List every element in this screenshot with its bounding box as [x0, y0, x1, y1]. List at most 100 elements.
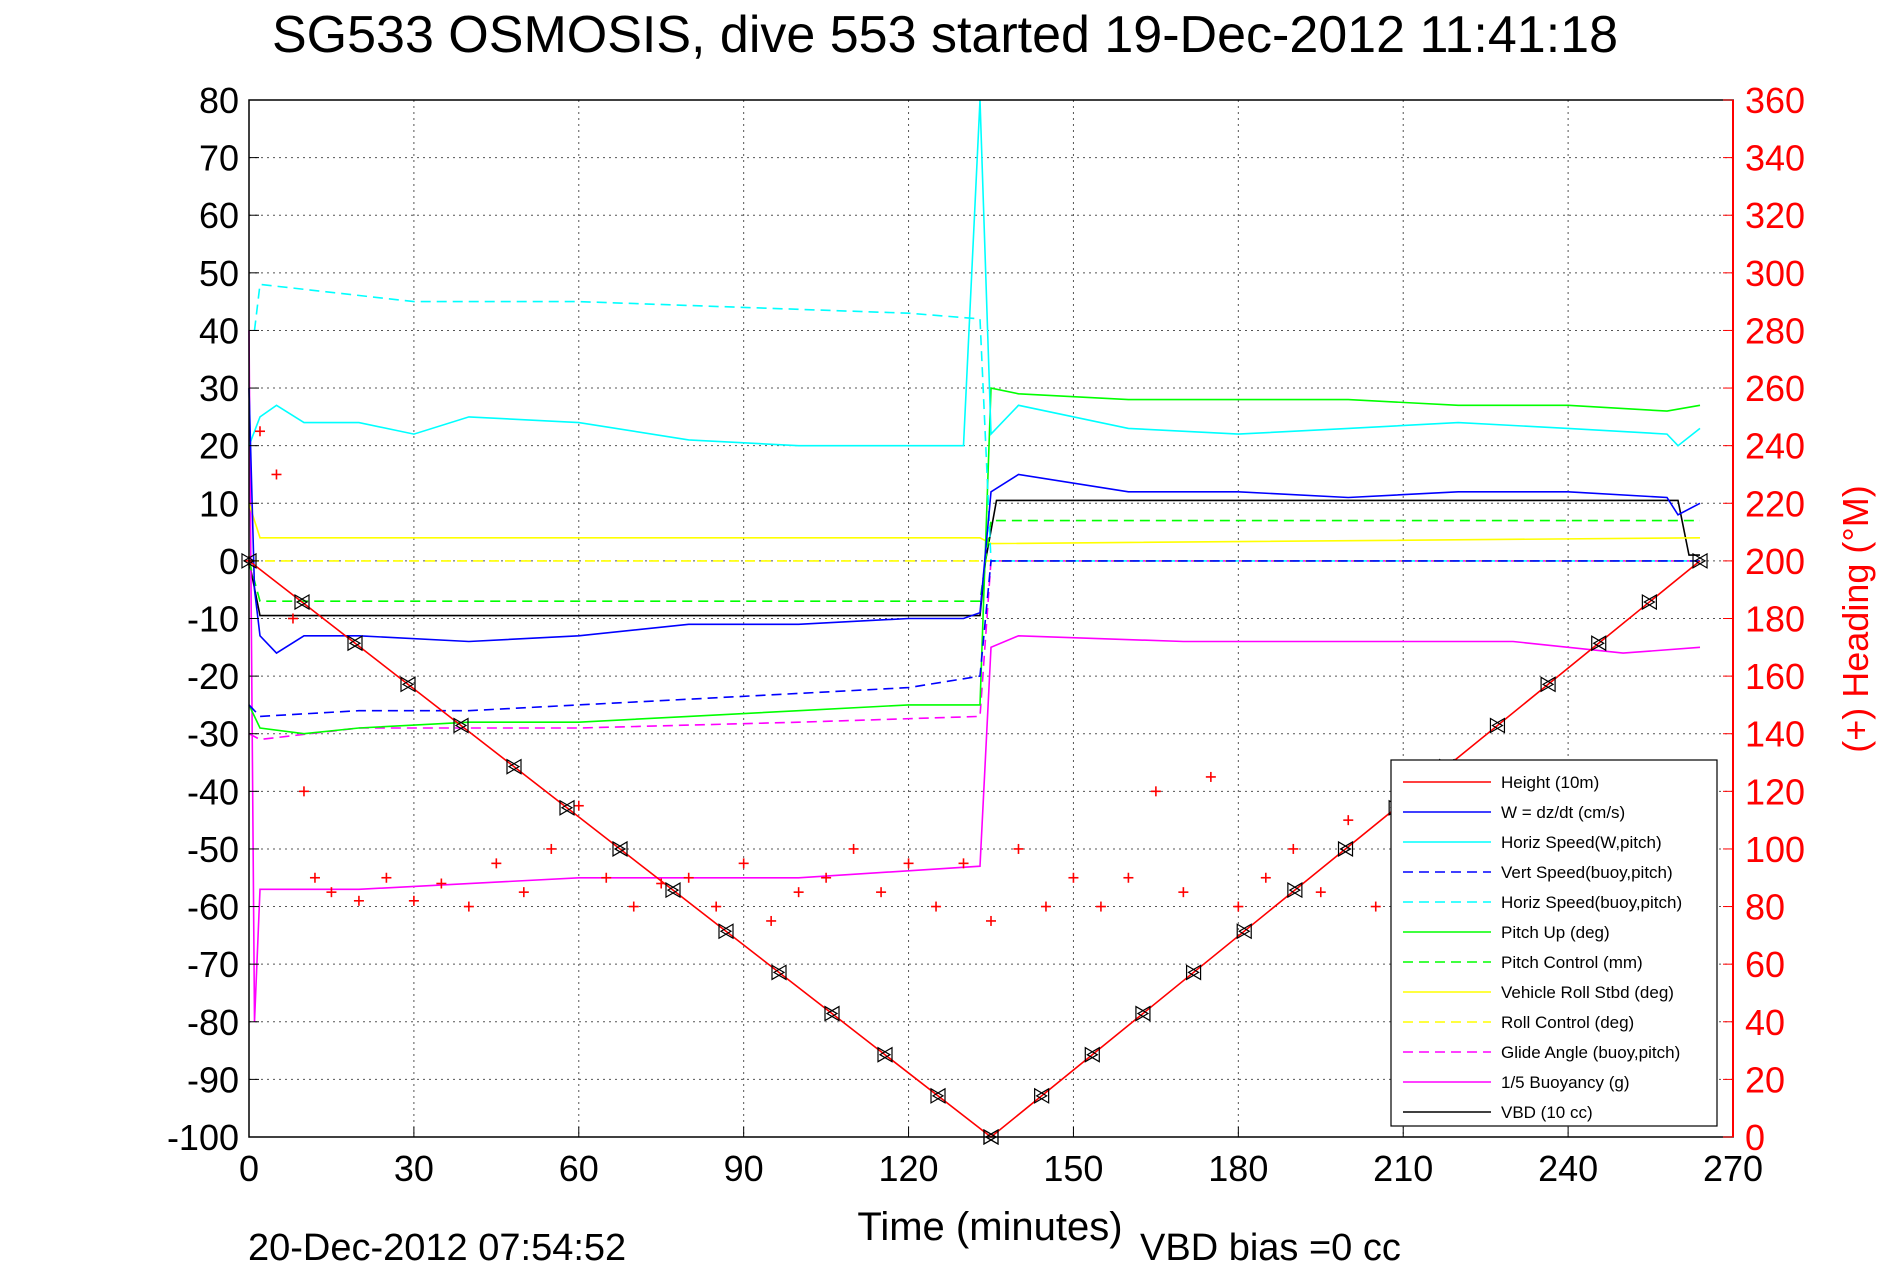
heading-marker: [254, 426, 265, 437]
x-axis-label: Time (minutes): [857, 1205, 1122, 1249]
x-tick-label: 120: [879, 1148, 939, 1189]
legend-label: VBD (10 cc): [1501, 1103, 1593, 1122]
y2-tick-label: 360: [1745, 80, 1805, 121]
heading-marker: [656, 878, 667, 889]
heading-marker: [628, 901, 639, 912]
x-tick-label: 240: [1538, 1148, 1598, 1189]
heading-marker: [1095, 901, 1106, 912]
x-tick-label: 90: [724, 1148, 764, 1189]
height-marker: [453, 717, 469, 734]
legend-label: Pitch Control (mm): [1501, 953, 1643, 972]
height-marker: [1641, 593, 1657, 611]
heading-marker: [1013, 843, 1024, 854]
height-marker: [1034, 1087, 1050, 1104]
y-tick-label: -10: [187, 599, 239, 640]
heading-marker: [1233, 901, 1244, 912]
y2-tick-label: 320: [1745, 195, 1805, 236]
heading-marker: [1150, 786, 1161, 797]
heading-marker: [876, 887, 887, 898]
legend-item: Vert Speed(buoy,pitch): [1403, 863, 1673, 882]
legend-item: Pitch Up (deg): [1403, 923, 1610, 942]
legend-label: 1/5 Buoyancy (g): [1501, 1073, 1630, 1092]
y2-tick-label: 280: [1745, 310, 1805, 351]
legend-item: VBD (10 cc): [1403, 1103, 1593, 1122]
y2-tick-label: 140: [1745, 714, 1805, 755]
y-tick-label: -20: [187, 656, 239, 697]
series-line: [248, 330, 1701, 1022]
x-tick-label: 180: [1208, 1148, 1268, 1189]
series-line: [248, 560, 1700, 741]
y2-tick-label: 100: [1745, 829, 1805, 870]
y2-tick-label: 260: [1745, 368, 1805, 409]
height-marker: [506, 758, 522, 775]
y-tick-label: 40: [199, 310, 239, 351]
heading-marker: [1260, 872, 1271, 883]
height-marker: [1489, 717, 1506, 734]
heading-marker: [903, 858, 914, 869]
height-marker: [1084, 1046, 1100, 1063]
y-tick-label: 70: [199, 138, 239, 179]
legend: Height (10m) W = dz/dt (cm/s) Horiz Speed(…: [1390, 759, 1718, 1127]
y2-tick-label: 180: [1745, 599, 1805, 640]
vbd-bias-label: VBD bias =0 cc: [1140, 1227, 1401, 1262]
legend-label: Height (10m): [1501, 773, 1599, 792]
heading-marker: [958, 858, 969, 869]
heading-marker: [491, 858, 502, 869]
series-line: [248, 560, 1700, 718]
y-tick-label: -100: [167, 1117, 239, 1158]
heading-marker: [986, 915, 996, 926]
y-tick-label: 80: [199, 80, 239, 121]
y-tick-label: 10: [199, 483, 239, 524]
legend-label: Roll Control (deg): [1501, 1013, 1634, 1032]
series-line: [248, 519, 1700, 603]
height-marker: [718, 923, 734, 940]
legend-item: Vehicle Roll Stbd (deg): [1403, 983, 1674, 1002]
y2-tick-label: 120: [1745, 771, 1805, 812]
y-tick-label: -90: [187, 1059, 239, 1100]
legend-label: Horiz Speed(W,pitch): [1501, 833, 1662, 852]
y-tick-label: 60: [199, 195, 239, 236]
height-marker: [930, 1087, 946, 1104]
x-tick-label: 60: [559, 1148, 599, 1189]
height-marker: [559, 799, 575, 816]
heading-marker: [287, 613, 298, 624]
heading-marker: [1315, 887, 1326, 898]
y2-tick-label: 200: [1745, 541, 1805, 582]
heading-marker: [326, 887, 337, 898]
legend-item: Roll Control (deg): [1403, 1013, 1634, 1032]
height-marker: [400, 676, 416, 693]
legend-label: Vert Speed(buoy,pitch): [1501, 863, 1673, 882]
legend-box: [1390, 759, 1718, 1127]
y2-tick-label: 40: [1745, 1002, 1785, 1043]
height-marker: [1591, 635, 1607, 652]
legend-item: Glide Angle (buoy,pitch): [1403, 1043, 1680, 1062]
heading-marker: [931, 901, 942, 912]
y-tick-label: 20: [199, 426, 239, 467]
y2-axis-label: (+) Heading (°M): [1835, 485, 1876, 752]
y-tick-label: -40: [187, 771, 239, 812]
heading-marker: [1123, 872, 1134, 883]
x-tick-label: 210: [1373, 1148, 1433, 1189]
legend-label: W = dz/dt (cm/s): [1501, 803, 1625, 822]
height-marker: [1287, 882, 1303, 899]
heading-marker: [1068, 872, 1079, 883]
legend-item: Height (10m): [1403, 773, 1599, 792]
y2-tick-label: 80: [1745, 887, 1785, 928]
y-tick-label: -50: [187, 829, 239, 870]
series-line: [248, 499, 1700, 617]
y-tick-label: -80: [187, 1002, 239, 1043]
height-marker: [771, 964, 787, 981]
heading-marker: [1370, 901, 1381, 912]
chart-title: SG533 OSMOSIS, dive 553 started 19-Dec-2…: [272, 6, 1618, 64]
heading-marker: [821, 872, 832, 883]
height-marker: [1692, 552, 1708, 569]
height-marker: [612, 840, 628, 857]
height-marker: [1135, 1005, 1151, 1022]
height-marker: [877, 1046, 893, 1063]
height-marker: [347, 635, 363, 652]
heading-marker: [271, 469, 282, 480]
legend-item: W = dz/dt (cm/s): [1403, 803, 1625, 822]
x-tick-label: 270: [1703, 1148, 1763, 1189]
x-tick-label: 150: [1043, 1148, 1103, 1189]
